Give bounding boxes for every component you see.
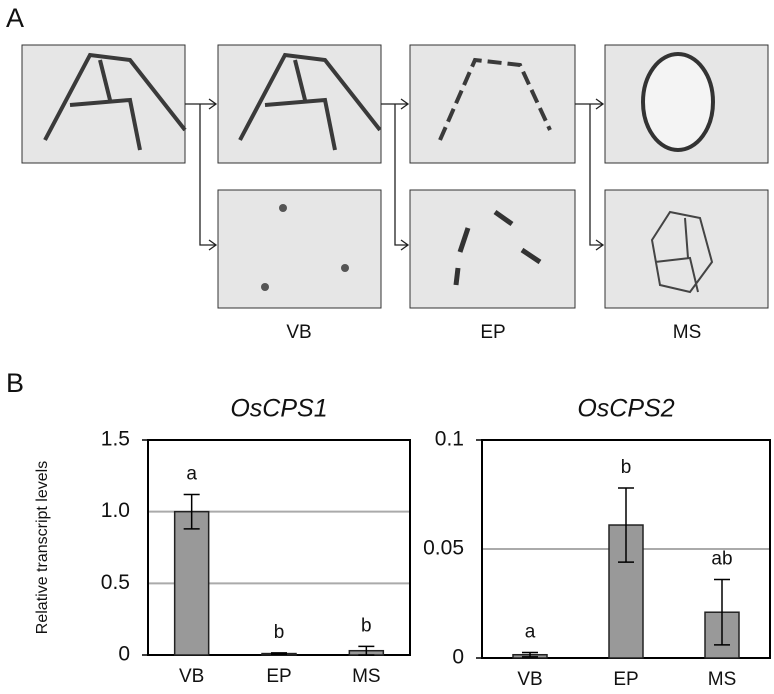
y-tick-label: 0 [452, 646, 464, 669]
error-bar [618, 487, 634, 563]
y-tick-label: 0.5 [101, 571, 130, 594]
panel-label: A [6, 3, 24, 33]
micrograph [217, 189, 382, 309]
micrograph-label: EP [480, 322, 505, 343]
error-bar [183, 493, 200, 530]
error-bar [271, 652, 287, 656]
tissue [438, 57, 552, 141]
y-tick-label: 1.5 [101, 428, 130, 451]
arrow [381, 98, 410, 251]
significance-letter: b [361, 615, 372, 636]
micrograph-label: MS [673, 322, 702, 343]
significance-letter: a [525, 622, 536, 643]
y-tick-label: 0.1 [435, 428, 464, 451]
error-bar [522, 651, 538, 658]
tissue [238, 52, 382, 151]
micrographs [21, 44, 769, 309]
y-axis-label: Relative transcript levels [34, 461, 51, 634]
tissue [261, 283, 269, 291]
tissue [279, 204, 287, 212]
x-tick-label: MS [352, 666, 381, 687]
x-tick-label: EP [613, 669, 638, 690]
chart-title: OsCPS2 [577, 395, 674, 423]
chart-title: OsCPS1 [230, 395, 327, 423]
significance-letter: ab [711, 549, 732, 570]
tissue [641, 52, 715, 152]
x-tick-label: VB [517, 669, 542, 690]
y-tick-label: 1.0 [101, 499, 130, 522]
y-tick-label: 0 [118, 643, 130, 666]
y-tick-label: 0.05 [423, 537, 464, 560]
arrow [185, 98, 218, 251]
panel-label: B [6, 368, 24, 398]
bar [173, 510, 210, 656]
error-bar [358, 645, 375, 656]
arrow [575, 98, 605, 251]
x-tick-label: VB [179, 666, 204, 687]
error-bar [714, 578, 730, 646]
significance-letter: b [621, 457, 632, 478]
tissue [453, 209, 542, 286]
significance-letter: a [186, 463, 197, 484]
micrograph [409, 189, 576, 309]
micrograph-label: VB [286, 322, 311, 343]
significance-letter: b [274, 622, 285, 643]
x-tick-label: MS [708, 669, 737, 690]
x-tick-label: EP [266, 666, 291, 687]
micrograph [409, 44, 576, 164]
tissue [341, 264, 349, 272]
tissue [650, 210, 714, 294]
tissue [43, 52, 187, 151]
arrows [185, 98, 605, 251]
